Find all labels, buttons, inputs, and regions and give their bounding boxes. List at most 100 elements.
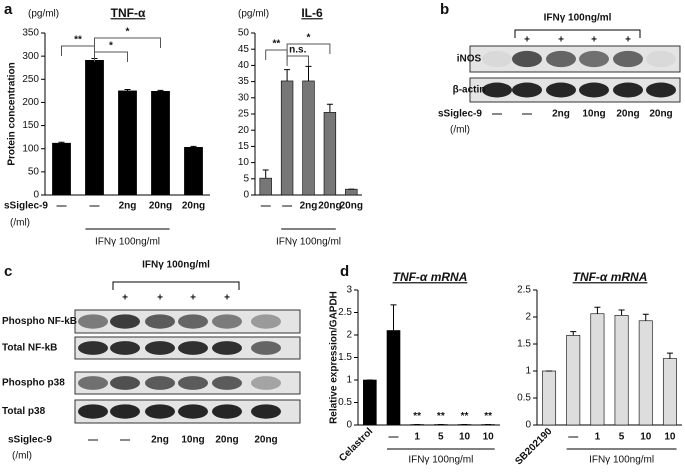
error-bar [262, 169, 269, 179]
blot-band [646, 82, 676, 98]
bar [280, 80, 294, 196]
bar [566, 335, 581, 426]
x-tick-label: 20ng [340, 201, 363, 212]
y-tick-label: 40 [238, 60, 250, 71]
bar [259, 177, 272, 196]
y-tick-label: 0.5 [338, 397, 352, 408]
y-tick-label: 45 [238, 44, 250, 55]
bar [345, 188, 358, 196]
y-tick-label: 250 [22, 74, 39, 85]
unit-label: (pg/ml) [28, 9, 59, 20]
lane-mark: + [157, 293, 163, 304]
x-tick-label: — [568, 432, 578, 443]
y-tick-label: 0.5 [517, 393, 531, 404]
bar [52, 142, 71, 196]
y-tick-label: 15 [238, 141, 250, 152]
error-bar [618, 309, 625, 316]
blot-band [110, 314, 140, 329]
significance-bracket [286, 43, 331, 54]
x-tick-label: 1 [414, 432, 420, 443]
x-tick-label: 10 [483, 432, 495, 443]
error-bar [305, 65, 312, 81]
row-label: sSiglec-9 [8, 435, 52, 446]
error-bar [390, 304, 397, 331]
error-bar [284, 69, 291, 81]
y-axis-label: Protein concentration [7, 62, 18, 165]
y-tick-label: 100 [22, 143, 39, 154]
blot-band [646, 50, 676, 68]
unit-label: (pg/ml) [238, 9, 269, 20]
y-tick-label: 300 [22, 51, 39, 62]
lane-mark: + [122, 293, 128, 304]
bar [118, 90, 137, 196]
y-tick-label: 350 [22, 28, 39, 39]
error-bar [594, 306, 601, 314]
panel-label: b [440, 1, 449, 18]
blot-band [78, 376, 108, 390]
blot-band [78, 404, 108, 419]
significance-bracket [94, 37, 161, 48]
y-tick-label: 150 [22, 120, 39, 131]
bar [85, 60, 104, 196]
row-label: sSiglec-9 [4, 201, 48, 212]
x-tick-label: 5 [438, 432, 444, 443]
panel-label: a [4, 1, 13, 18]
lane-label: 20ng [649, 109, 672, 120]
blot-band [482, 82, 512, 98]
lane-label: 10ng [181, 435, 204, 446]
x-tick-label: 10 [640, 432, 652, 443]
blot-bracket [514, 29, 641, 38]
bar [386, 330, 401, 426]
significance-label: * [109, 41, 113, 52]
lane-label: — [492, 109, 502, 120]
blot-band [110, 404, 140, 419]
error-bar [570, 331, 577, 336]
blot-band [482, 50, 512, 68]
blot-bracket [112, 281, 240, 290]
x-tick-label: 2ng [119, 201, 137, 212]
significance-label: ** [273, 39, 281, 50]
blot-band [512, 50, 542, 68]
y-tick-label: 35 [238, 76, 250, 87]
blot-band [178, 376, 208, 390]
chart-title: IL-6 [301, 6, 323, 20]
blot-band [546, 50, 576, 68]
bar [542, 370, 557, 426]
blot-band [613, 82, 643, 98]
x-tick-label: 20ng [149, 201, 172, 212]
row-unit: (/ml) [10, 218, 30, 229]
error-bar [157, 89, 164, 92]
error-bar [642, 313, 649, 321]
y-tick-label: 2.5 [338, 307, 352, 318]
blot-band [212, 376, 242, 390]
significance-bracket [286, 55, 309, 66]
group-label: IFNγ 100ng/ml [589, 455, 654, 466]
blot-header: IFNγ 100ng/ml [142, 260, 210, 271]
bar [614, 315, 629, 426]
group-label: IFNγ 100ng/ml [95, 237, 160, 248]
x-tick-label: 1 [595, 432, 601, 443]
significance-bracket [61, 45, 95, 56]
blot-row-label: β-actin [453, 85, 486, 96]
error-bar [666, 352, 673, 359]
x-tick-label: — [282, 201, 292, 212]
lane-mark: + [558, 35, 564, 46]
blot-band [512, 82, 542, 98]
row-unit: (/ml) [450, 125, 470, 136]
x-tick-label: — [57, 201, 67, 212]
significance-label: ** [461, 411, 469, 422]
x-tick-label: — [389, 432, 399, 443]
y-tick-label: 0 [525, 420, 531, 431]
lane-label: 2ng [552, 109, 570, 120]
blot-band [78, 341, 108, 355]
blot-band [145, 314, 175, 329]
lane-mark: + [190, 293, 196, 304]
x-tick-label: 10 [459, 432, 471, 443]
x-tick-label: 10 [664, 432, 676, 443]
y-tick-label: 1 [346, 375, 352, 386]
blot-band [178, 314, 208, 329]
lane-label: — [522, 109, 532, 120]
y-tick-label: 5 [243, 173, 249, 184]
chart-title: TNF-α mRNA [393, 270, 468, 284]
